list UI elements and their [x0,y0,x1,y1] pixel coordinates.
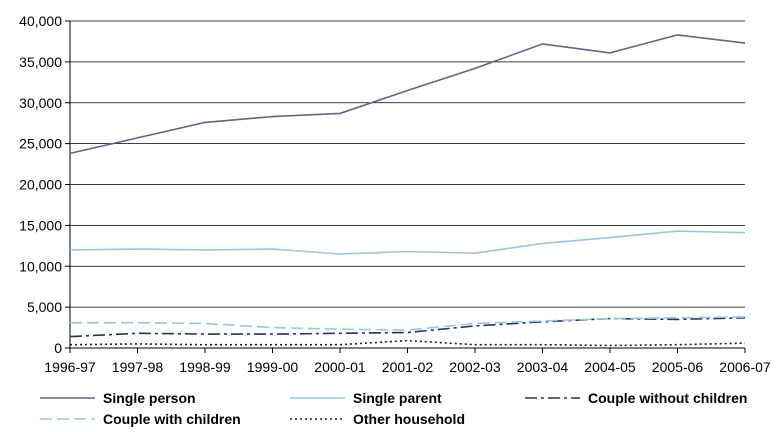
series-line-single-parent [69,230,746,255]
legend-label: Couple with children [103,411,241,427]
x-tick-label: 2004-05 [584,359,636,375]
y-tick-label: 30,000 [19,95,62,111]
y-tick-label: 5,000 [27,299,62,315]
legend: Single person Single parent Couple without… [40,390,747,427]
y-tick-label: 0 [54,340,62,356]
legend-label: Couple without children [588,390,747,406]
series-lines [69,34,746,347]
series-line-couple-without-children [69,317,746,338]
x-tick-labels: 1996-97 1997-98 1998-99 1999-00 2000-01 2001-… [44,359,771,375]
series-line-single-person [69,34,746,155]
legend-label: Other household [353,411,465,427]
x-tick-label: 2000-01 [314,359,366,375]
y-tick-label: 10,000 [19,258,62,274]
x-tick-label: 2001-02 [382,359,434,375]
legend-label: Single parent [353,390,442,406]
x-tick-label: 1999-00 [247,359,299,375]
grid-lines [70,20,745,308]
legend-label: Single person [103,390,196,406]
y-tick-label: 35,000 [19,54,62,70]
series-line-other-household [69,339,746,347]
y-tick-label: 20,000 [19,177,62,193]
x-tick-label: 1998-99 [179,359,231,375]
y-tick-label: 25,000 [19,136,62,152]
x-tick-label: 1996-97 [44,359,96,375]
x-tick-label: 1997-98 [112,359,164,375]
x-tick-label: 2006-07 [719,359,771,375]
y-tick-label: 40,000 [19,13,62,29]
series-line-couple-with-children [70,316,746,331]
y-tick-labels: 0 5,000 10,000 15,000 20,000 25,000 30,000 35,0… [19,13,62,356]
x-tick-label: 2005-06 [652,359,704,375]
x-tick-label: 2003-04 [517,359,569,375]
x-tick-label: 2002-03 [449,359,501,375]
axes [65,20,746,353]
y-tick-label: 15,000 [19,217,62,233]
